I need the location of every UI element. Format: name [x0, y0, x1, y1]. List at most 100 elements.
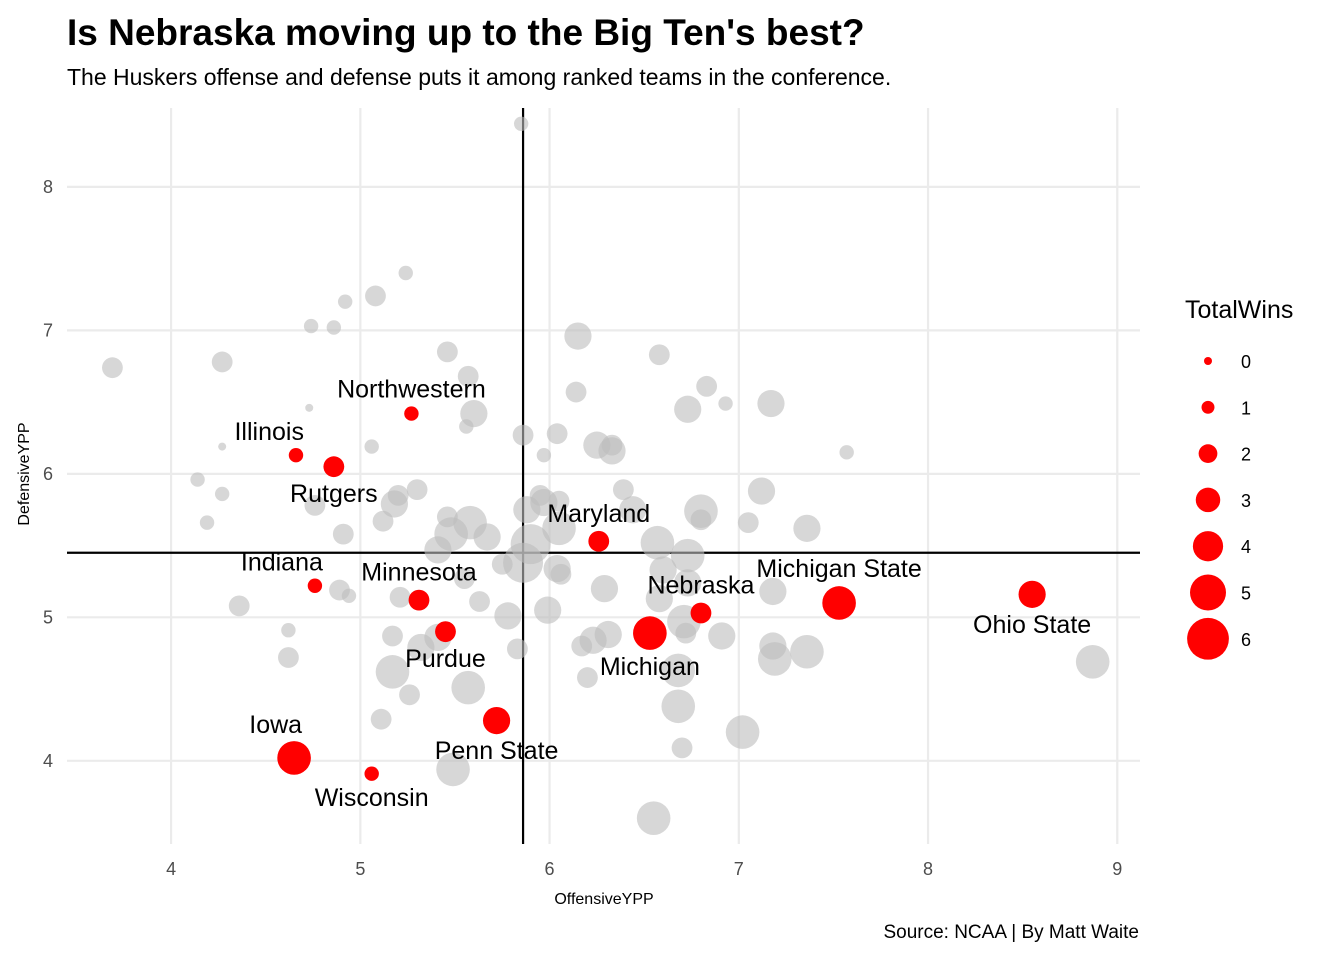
highlighted-team-point [690, 602, 712, 624]
team-point [674, 569, 702, 597]
team-point [564, 322, 592, 350]
team-point [513, 496, 541, 524]
team-point [491, 553, 513, 575]
team-point [214, 486, 230, 502]
highlighted-team-point [633, 616, 667, 650]
team-point [503, 542, 544, 583]
team-point [661, 689, 696, 724]
x-tick-label: 4 [166, 859, 176, 879]
team-point [757, 389, 785, 418]
team-point [102, 357, 123, 379]
team-point [281, 623, 296, 638]
team-label: Wisconsin [315, 784, 429, 812]
highlighted-team-point [1018, 580, 1046, 608]
team-point [304, 495, 326, 516]
reference-lines [67, 108, 1140, 844]
highlighted-team-point [822, 586, 856, 620]
team-point [398, 265, 413, 281]
team-point [494, 602, 522, 630]
highlighted-team-point [404, 406, 419, 421]
team-point [364, 439, 379, 454]
team-point [218, 442, 227, 451]
legend-key-label: 4 [1241, 537, 1251, 557]
y-tick-label: 7 [43, 320, 53, 340]
team-point [190, 472, 205, 487]
team-point [725, 715, 760, 749]
y-axis-title: DefensiveYPP [16, 422, 33, 525]
team-point [436, 341, 458, 363]
legend-title: TotalWins [1185, 296, 1293, 324]
team-label: Indiana [241, 549, 323, 577]
team-point [675, 622, 697, 644]
team-point [670, 538, 705, 573]
team-label: Minnesota [361, 559, 476, 587]
legend-key-symbol [1192, 531, 1224, 562]
team-point [640, 525, 675, 560]
highlighted-team-point [307, 578, 323, 593]
team-point [542, 511, 576, 546]
legend-key-label: 5 [1241, 584, 1251, 604]
team-point [199, 515, 215, 530]
highlighted-team-point [277, 741, 311, 775]
team-point [718, 396, 733, 411]
highlighted-points [277, 406, 1046, 781]
team-point [454, 568, 475, 589]
team-point [619, 496, 647, 524]
team-point [370, 708, 392, 730]
highlighted-team-point [408, 589, 430, 611]
team-point [577, 667, 598, 688]
team-point [612, 479, 634, 501]
team-point [759, 577, 787, 606]
team-point [747, 477, 776, 505]
team-point [645, 585, 673, 613]
background-points [102, 116, 1110, 835]
team-point [436, 752, 470, 787]
team-point [594, 620, 622, 649]
highlighted-team-point [364, 766, 379, 781]
team-point [399, 684, 420, 706]
team-point [459, 419, 474, 434]
team-point [512, 424, 534, 446]
chart-subtitle: The Huskers offense and defense puts it … [67, 64, 892, 90]
team-point [372, 510, 394, 532]
team-point [341, 588, 357, 603]
axis-ticks: 4 5 6 7 8 9 4 5 6 7 8 [43, 177, 1122, 879]
team-point [546, 423, 568, 445]
team-point [790, 634, 824, 669]
x-tick-label: 5 [355, 859, 365, 879]
team-point [406, 479, 428, 501]
legend-key-symbol [1204, 357, 1212, 365]
team-label: Maryland [547, 500, 650, 528]
team-point [380, 490, 408, 518]
team-point [793, 514, 821, 542]
team-point [326, 320, 342, 335]
team-point [424, 536, 452, 564]
team-label: Purdue [405, 645, 486, 673]
team-point [337, 294, 353, 309]
team-point [365, 285, 386, 307]
team-point [534, 596, 562, 624]
team-label: Rutgers [290, 480, 378, 508]
legend-key-symbol [1201, 400, 1215, 414]
team-label: Nebraska [647, 572, 754, 600]
team-label: Northwestern [337, 375, 486, 403]
team-point [598, 437, 626, 465]
team-point [303, 318, 319, 334]
team-point [661, 653, 696, 688]
team-point [839, 445, 854, 460]
gridlines [67, 108, 1140, 844]
legend-key-symbol [1198, 444, 1218, 463]
team-point [389, 586, 411, 608]
source-caption: Source: NCAA | By Matt Waite [883, 922, 1139, 943]
team-label: Illinois [234, 418, 303, 446]
legend-key-symbol [1190, 574, 1226, 611]
legend-key-symbol [1195, 487, 1221, 513]
team-point [565, 381, 587, 403]
team-label: Michigan [600, 653, 700, 681]
legend-key-label: 1 [1241, 398, 1251, 418]
team-point [536, 447, 552, 463]
team-label: Ohio State [973, 611, 1091, 639]
team-point [737, 512, 759, 534]
team-point [648, 344, 670, 366]
team-label: Iowa [249, 711, 302, 739]
